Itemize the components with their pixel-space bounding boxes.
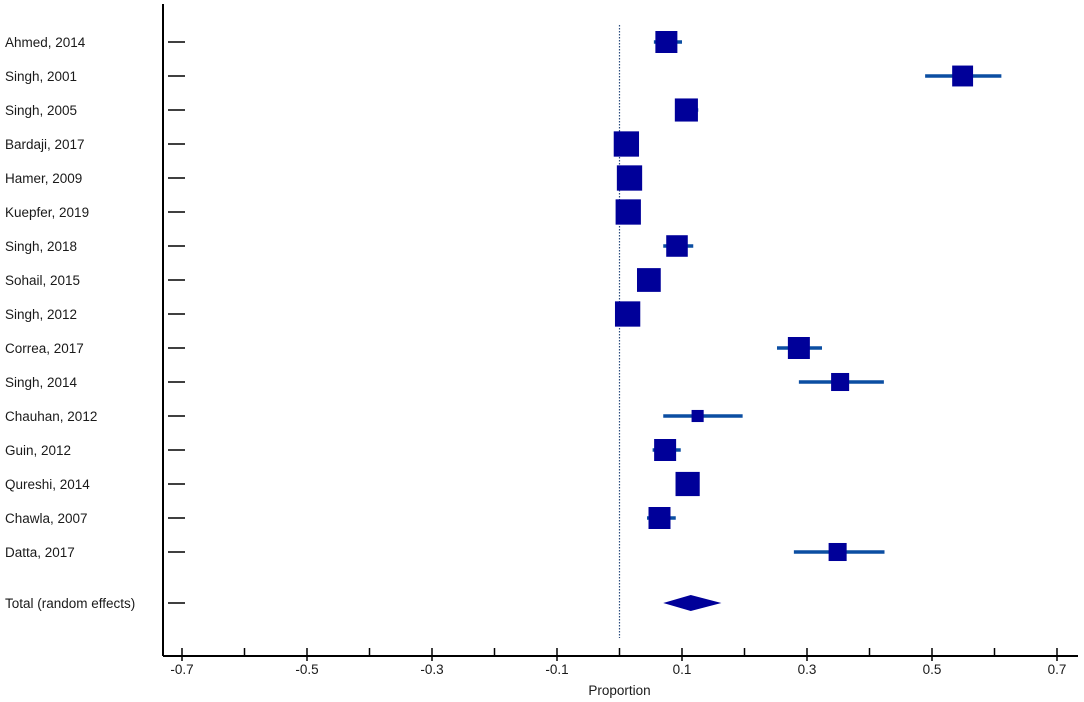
total-label: Total (random effects) <box>5 596 135 611</box>
study-label: Ahmed, 2014 <box>5 35 86 50</box>
study-marker <box>616 165 643 191</box>
study-label: Datta, 2017 <box>5 545 75 560</box>
study-label: Guin, 2012 <box>5 443 71 458</box>
study-marker <box>615 199 641 225</box>
x-tick-label: 0.5 <box>923 662 942 677</box>
study-label: Singh, 2005 <box>5 103 77 118</box>
axes <box>162 4 1078 661</box>
x-tick-label: -0.3 <box>420 662 443 677</box>
x-tick-label: -0.5 <box>295 662 318 677</box>
study-marker <box>952 65 974 87</box>
study-marker <box>614 301 641 327</box>
study-marker <box>636 268 661 292</box>
study-label: Correa, 2017 <box>5 341 84 356</box>
x-tick-label: -0.1 <box>545 662 568 677</box>
x-tick-label: 0.7 <box>1048 662 1067 677</box>
study-label: Kuepfer, 2019 <box>5 205 89 220</box>
study-marker <box>828 542 847 562</box>
study-label: Singh, 2014 <box>5 375 78 390</box>
x-axis-title: Proportion <box>588 683 650 698</box>
study-marker <box>654 439 677 461</box>
total-diamond <box>663 595 722 611</box>
study-marker <box>674 98 698 122</box>
study-marker <box>666 235 688 257</box>
x-tick-labels: -0.7 -0.5 -0.3 -0.1 0.1 0.3 0.5 0.7 <box>170 662 1066 677</box>
study-markers <box>613 31 1002 611</box>
study-label: Singh, 2018 <box>5 239 77 254</box>
study-marker <box>613 131 640 157</box>
study-label: Bardaji, 2017 <box>5 137 85 152</box>
study-label: Chawla, 2007 <box>5 511 88 526</box>
study-label: Hamer, 2009 <box>5 171 82 186</box>
study-marker <box>691 409 704 423</box>
x-tick-label: 0.3 <box>798 662 817 677</box>
study-label: Chauhan, 2012 <box>5 409 97 424</box>
study-label: Singh, 2012 <box>5 307 77 322</box>
study-marker <box>831 372 850 392</box>
x-tick-label: -0.7 <box>170 662 193 677</box>
study-label: Sohail, 2015 <box>5 273 80 288</box>
study-marker <box>787 337 810 359</box>
study-marker <box>675 471 700 497</box>
study-marker <box>648 507 671 529</box>
study-label: Qureshi, 2014 <box>5 477 90 492</box>
study-label: Singh, 2001 <box>5 69 77 84</box>
study-marker <box>655 31 678 53</box>
x-tick-label: 0.1 <box>673 662 692 677</box>
study-labels: Ahmed, 2014 Singh, 2001 Singh, 2005 Bardaji… <box>5 35 135 611</box>
